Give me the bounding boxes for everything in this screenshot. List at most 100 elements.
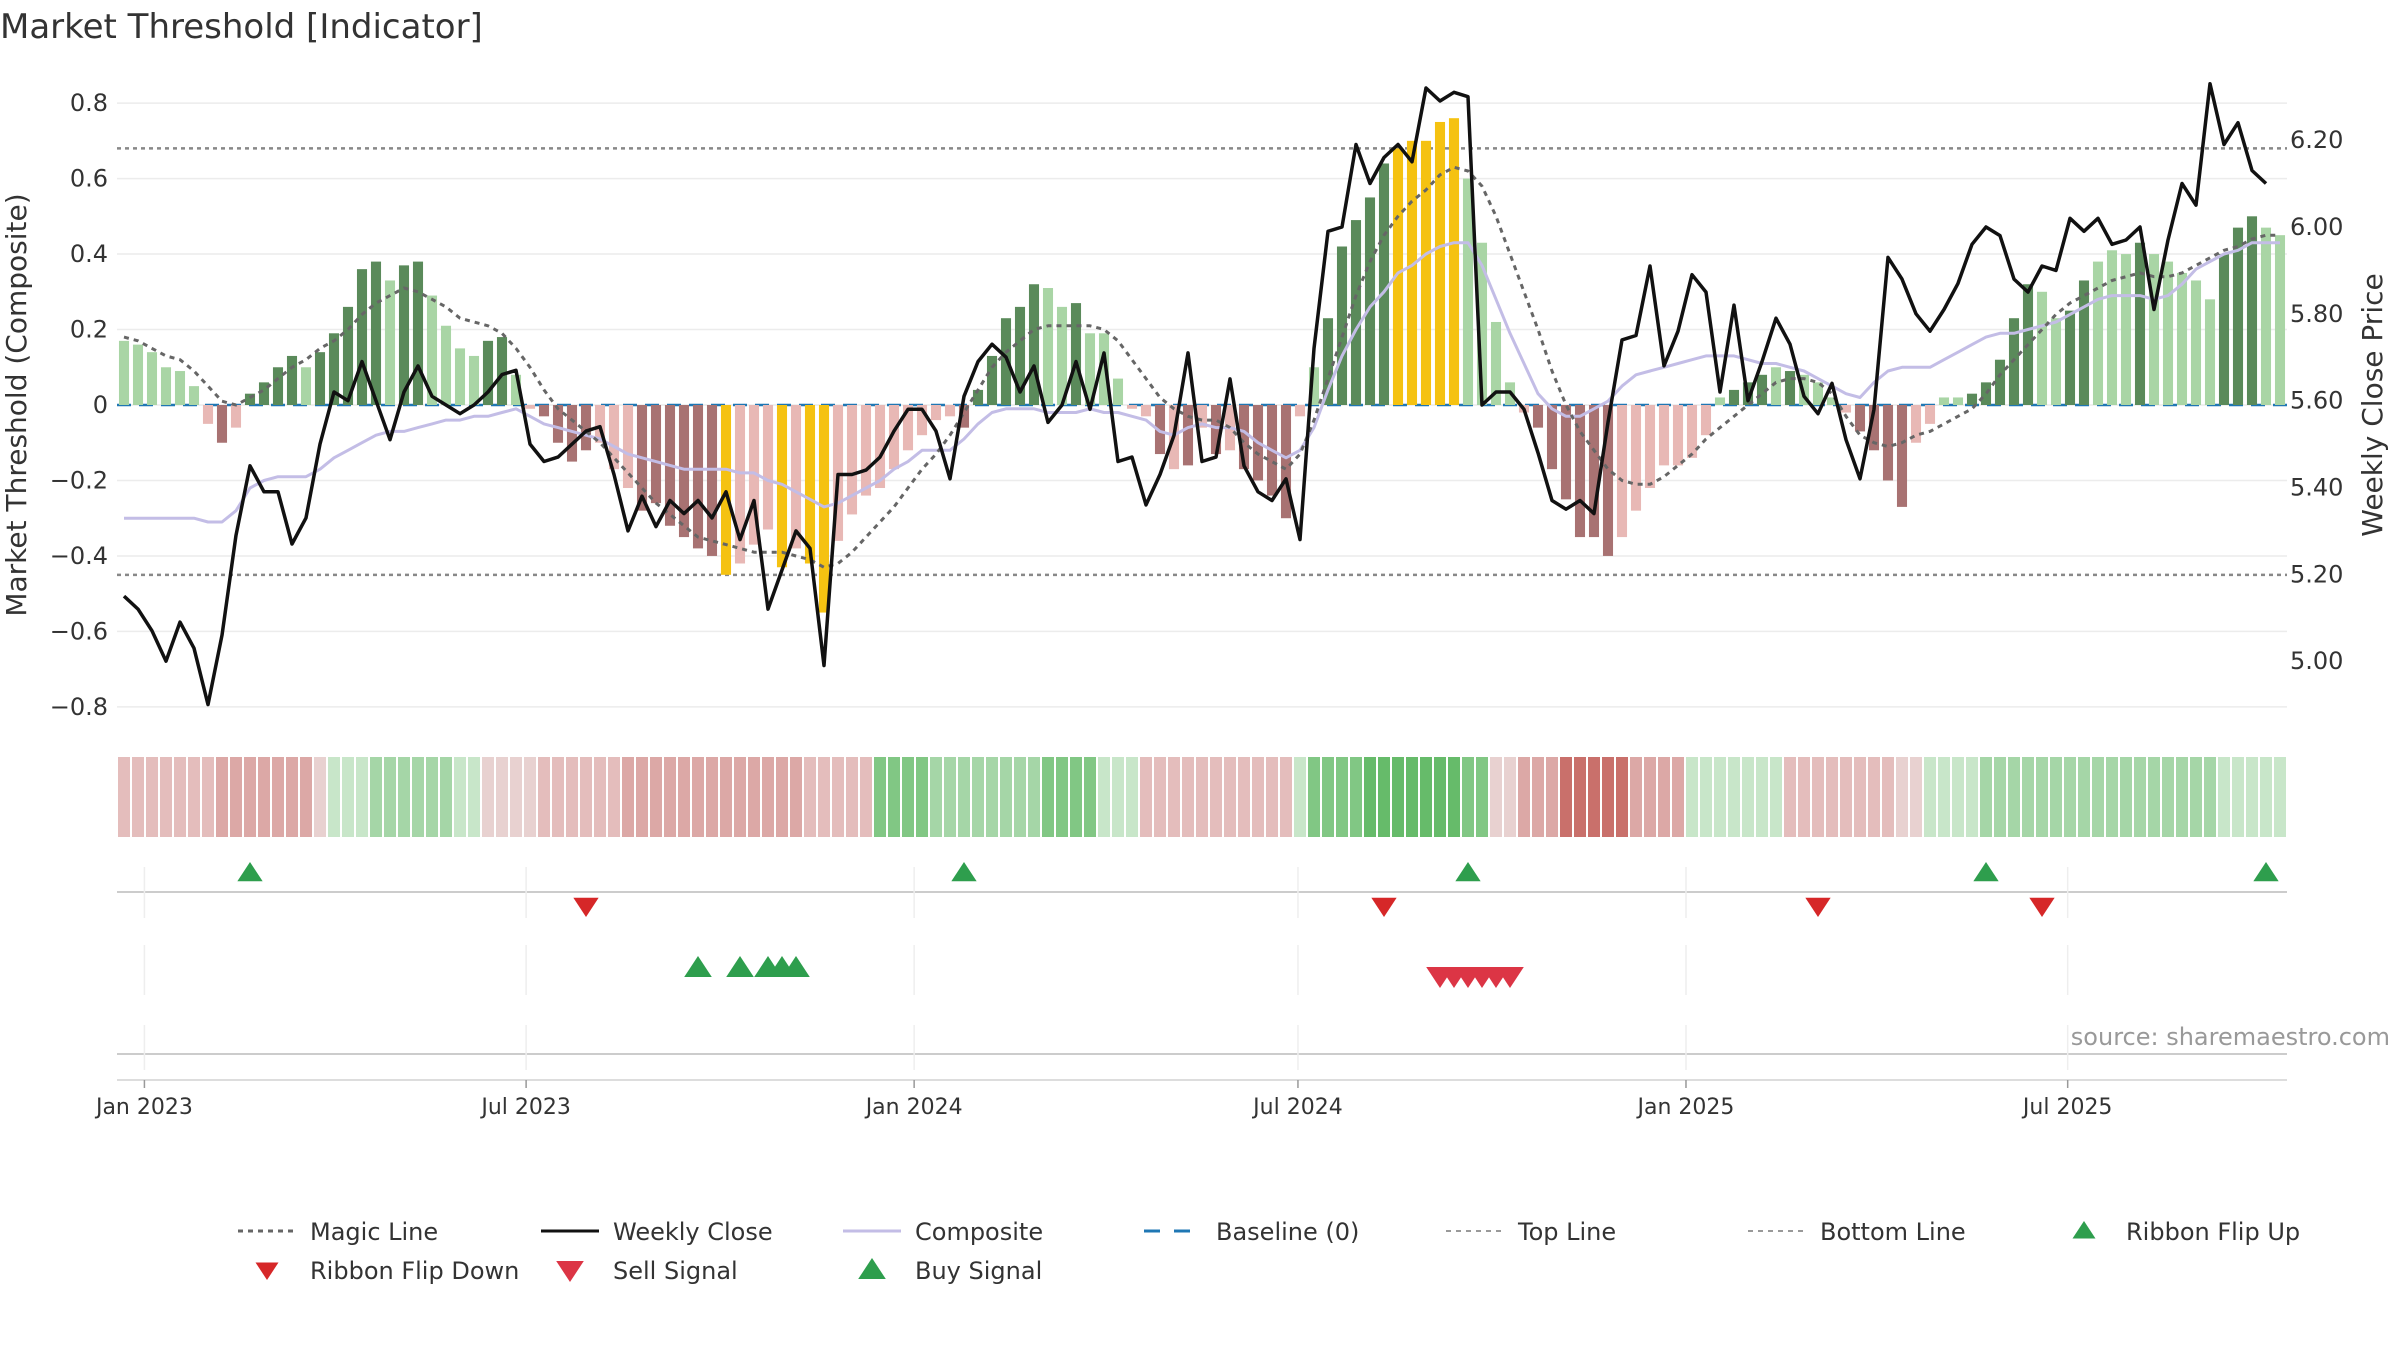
ribbon-cell (1812, 757, 1824, 837)
legend-label: Baseline (0) (1216, 1218, 1359, 1246)
composite-bar (2162, 261, 2174, 405)
ribbon-cell (832, 757, 844, 837)
composite-bar (1490, 321, 1502, 405)
ribbon-cell (1364, 757, 1376, 837)
ribbon-cell (370, 757, 382, 837)
ribbon-flip-up-marker (1973, 862, 1999, 882)
ribbon-cell (1980, 757, 1992, 837)
composite-bar (2148, 254, 2160, 405)
composite-bar (1462, 178, 1474, 405)
composite-bar (1672, 405, 1684, 466)
composite-bars (118, 118, 2286, 613)
legend: Magic Line Weekly Close Composite Baseline … (238, 1218, 2300, 1285)
ribbon-cell (1154, 757, 1166, 837)
right-tick-label: 5.20 (2290, 560, 2343, 588)
composite-bar (888, 405, 900, 470)
composite-bar (1476, 242, 1488, 405)
ribbon-cell (1392, 757, 1404, 837)
ribbon-cell (1518, 757, 1530, 837)
composite-bar (230, 405, 242, 428)
ribbon-cell (132, 757, 144, 837)
ribbon-cell (804, 757, 816, 837)
ribbon-cell (384, 757, 396, 837)
ribbon-cell (1742, 757, 1754, 837)
ribbon-cell (1056, 757, 1068, 837)
ribbon-cell (594, 757, 606, 837)
ribbon-cell (1406, 757, 1418, 837)
composite-bar (188, 386, 200, 405)
composite-bar (1966, 393, 1978, 405)
composite-bar (1784, 371, 1796, 405)
composite-bar (1868, 405, 1880, 451)
ribbon-cell (2246, 757, 2258, 837)
buy-signal-marker (726, 956, 754, 977)
composite-bar (2190, 280, 2202, 405)
ribbon-cell (846, 757, 858, 837)
composite-bar (944, 405, 956, 417)
composite-bar (2176, 272, 2188, 405)
composite-bar (1434, 121, 1446, 405)
ribbon-cell (398, 757, 410, 837)
x-tick-label: Jan 2023 (94, 1095, 193, 1120)
composite-bar (818, 405, 830, 613)
right-tick-label: 6.20 (2290, 126, 2343, 154)
left-tick-label: 0.8 (70, 89, 108, 117)
composite-bar (216, 405, 228, 443)
ribbon-cell (2190, 757, 2202, 837)
ribbon-cell (118, 757, 130, 837)
composite-bar (678, 405, 690, 538)
composite-bar (1602, 405, 1614, 556)
legend-item: Sell Signal (556, 1257, 738, 1285)
ribbon-cell (244, 757, 256, 837)
composite-bar (1196, 405, 1208, 428)
ribbon-cell (1476, 757, 1488, 837)
ribbon-flip-up-marker (951, 862, 977, 882)
composite-bar (1308, 367, 1320, 405)
ribbon-cell (1252, 757, 1264, 837)
ribbon-cell (1882, 757, 1894, 837)
composite-bar (454, 348, 466, 405)
ribbon-cell (664, 757, 676, 837)
ribbon-cell (1504, 757, 1516, 837)
composite-bar (1700, 405, 1712, 436)
ribbon-cell (860, 757, 872, 837)
ribbon-cell (286, 757, 298, 837)
composite-bar (244, 393, 256, 405)
left-tick-label: 0.4 (70, 240, 108, 268)
composite-bar (706, 405, 718, 556)
composite-bar (426, 295, 438, 405)
left-tick-label: −0.6 (50, 617, 108, 645)
left-tick-label: −0.4 (50, 542, 108, 570)
ribbon-cell (300, 757, 312, 837)
composite-bar (776, 405, 788, 568)
composite-bar (902, 405, 914, 451)
composite-bar (916, 405, 928, 436)
ribbon-flip-up-marker (237, 862, 263, 882)
ribbon-cell (2176, 757, 2188, 837)
composite-bar (566, 405, 578, 462)
ribbon-cell (734, 757, 746, 837)
right-tick-label: 6.00 (2290, 213, 2343, 241)
composite-bar (1070, 303, 1082, 405)
composite-bar (1630, 405, 1642, 511)
ribbon-cell (1854, 757, 1866, 837)
composite-bar (1084, 333, 1096, 405)
ribbon-flip-panel (117, 862, 2287, 917)
ribbon-cell (2204, 757, 2216, 837)
ribbon-cell (1644, 757, 1656, 837)
composite-bar (1560, 405, 1572, 500)
composite-bar (1714, 397, 1726, 405)
ribbon-cell (1546, 757, 1558, 837)
composite-bar (2218, 254, 2230, 405)
ribbon-cell (482, 757, 494, 837)
ribbon-cell (1532, 757, 1544, 837)
composite-bar (2274, 235, 2286, 405)
legend-label: Buy Signal (915, 1257, 1042, 1285)
composite-bar (1756, 374, 1768, 405)
ribbon-cell (1672, 757, 1684, 837)
left-axis-ticks: 0.8 0.6 0.4 0.2 0 −0.2 −0.4 −0.6 −0.8 (50, 89, 108, 721)
composite-bar (2232, 227, 2244, 405)
composite-bar (720, 405, 732, 575)
composite-bar (1924, 405, 1936, 424)
